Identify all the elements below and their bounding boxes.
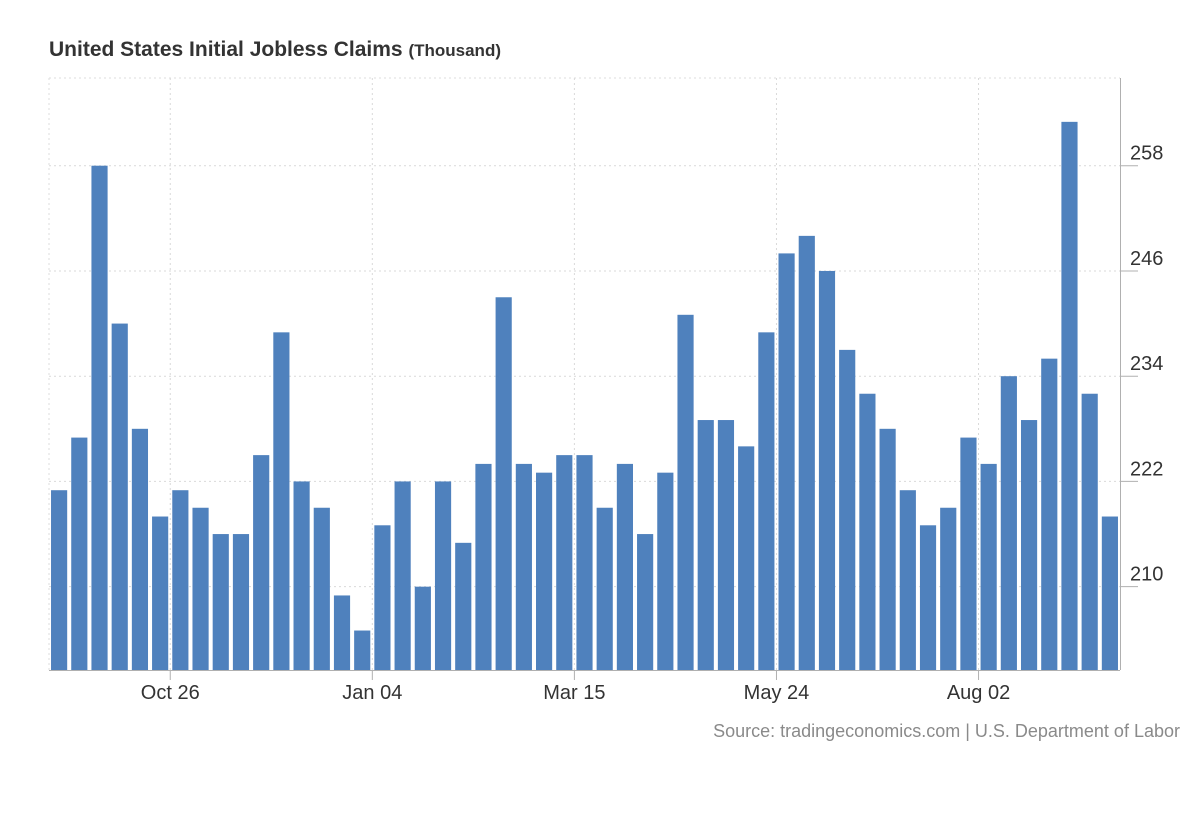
bar	[71, 437, 88, 670]
bar	[980, 463, 997, 670]
chart-unit: (Thousand)	[408, 41, 501, 60]
bar	[111, 323, 128, 670]
source-note: Source: tradingeconomics.com | U.S. Depa…	[713, 721, 1180, 741]
y-tick-label: 234	[1130, 353, 1163, 375]
bar	[1101, 516, 1118, 670]
bar	[51, 490, 68, 670]
axis-layer: 210 222 234 246 258 Oct 26 Jan 04 Mar 15 May 24 A…	[49, 78, 1163, 704]
bar	[556, 455, 573, 670]
y-tick-label: 258	[1130, 143, 1163, 165]
bar	[758, 332, 775, 670]
x-tick-label: May 24	[744, 682, 810, 704]
bar	[374, 525, 391, 670]
bar	[152, 516, 169, 670]
bar	[778, 253, 795, 670]
bar	[1081, 393, 1098, 670]
bar	[414, 586, 431, 670]
bar	[1020, 420, 1038, 670]
bar	[192, 507, 209, 670]
bar	[273, 332, 290, 670]
bar	[293, 481, 310, 670]
bar	[394, 481, 411, 670]
bar	[1061, 121, 1078, 670]
bar	[253, 455, 270, 670]
y-tick-label: 222	[1130, 458, 1163, 480]
bar	[232, 534, 250, 670]
x-tick-label: Aug 02	[947, 682, 1010, 704]
x-tick-label: Oct 26	[141, 682, 200, 704]
bar	[475, 463, 492, 670]
bar	[172, 490, 189, 670]
bar	[1041, 358, 1058, 670]
bar	[212, 534, 229, 670]
bar	[596, 507, 613, 670]
x-tick-label: Mar 15	[543, 682, 605, 704]
bar	[354, 630, 371, 670]
x-tick-label: Jan 04	[342, 682, 402, 704]
bar	[879, 428, 896, 670]
bar	[697, 420, 714, 670]
bar	[738, 446, 755, 670]
bar	[576, 455, 593, 670]
bar	[1000, 376, 1017, 670]
bar	[899, 490, 916, 670]
bar	[960, 437, 977, 670]
bars-layer	[51, 121, 1118, 670]
bar	[91, 165, 108, 670]
bar	[859, 393, 876, 670]
chart-title-text: United States Initial Jobless Claims	[49, 38, 403, 61]
bar	[657, 472, 674, 670]
bar	[839, 349, 856, 670]
bar	[717, 420, 735, 670]
bar	[313, 507, 330, 670]
bar	[515, 463, 532, 670]
bar	[637, 534, 654, 670]
bar	[333, 595, 351, 670]
y-tick-label: 210	[1130, 564, 1163, 586]
bar	[455, 542, 472, 670]
bar	[495, 297, 512, 670]
bar	[940, 507, 957, 670]
bar	[798, 235, 815, 670]
bar	[131, 428, 149, 670]
bar	[919, 525, 937, 670]
bar	[616, 463, 633, 670]
bar	[434, 481, 452, 670]
bar	[818, 270, 836, 670]
bar	[536, 472, 553, 670]
bar	[677, 314, 694, 670]
y-tick-label: 246	[1130, 248, 1163, 270]
chart-title: United States Initial Jobless Claims (Th…	[49, 38, 501, 62]
